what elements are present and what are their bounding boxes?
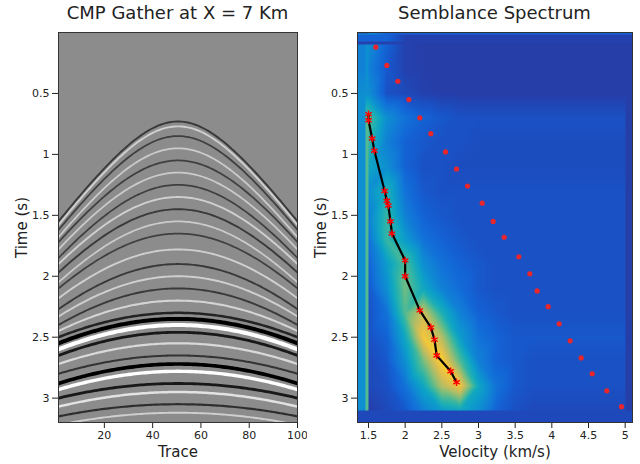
svg-text:2: 2 [402,429,409,442]
svg-text:2.5: 2.5 [32,331,50,344]
svg-text:40: 40 [146,429,160,442]
svg-text:3: 3 [475,429,482,442]
svg-text:2.5: 2.5 [433,429,451,442]
svg-text:3.5: 3.5 [506,429,524,442]
svg-text:Trace: Trace [157,443,198,461]
html-text:CMP Gather at X = 7 Km: CMP Gather at X = 7 Km [66,2,289,23]
svg-text:20: 20 [97,429,111,442]
svg-text:1.5: 1.5 [360,429,378,442]
svg-text:0.5: 0.5 [331,87,349,100]
svg-text:60: 60 [194,429,208,442]
svg-text:Velocity (km/s): Velocity (km/s) [439,443,550,461]
svg-text:5: 5 [622,429,629,442]
svg-text:1: 1 [43,148,50,161]
svg-text:2: 2 [342,270,349,283]
svg-text:Time (s): Time (s) [312,197,330,259]
svg-text:100: 100 [287,429,307,442]
svg-text:4.5: 4.5 [580,429,598,442]
svg-text:3: 3 [43,392,50,405]
svg-text:2.5: 2.5 [331,331,349,344]
svg-text:2: 2 [43,270,50,283]
svg-text:1.5: 1.5 [32,209,50,222]
svg-text:3: 3 [342,392,349,405]
svg-text:4: 4 [548,429,555,442]
svg-text:1: 1 [342,148,349,161]
svg-text:0.5: 0.5 [32,87,50,100]
html-text:Semblance Spectrum: Semblance Spectrum [398,2,591,23]
svg-text:1.5: 1.5 [331,209,349,222]
svg-text:Time (s): Time (s) [13,197,31,259]
svg-text:80: 80 [242,429,256,442]
